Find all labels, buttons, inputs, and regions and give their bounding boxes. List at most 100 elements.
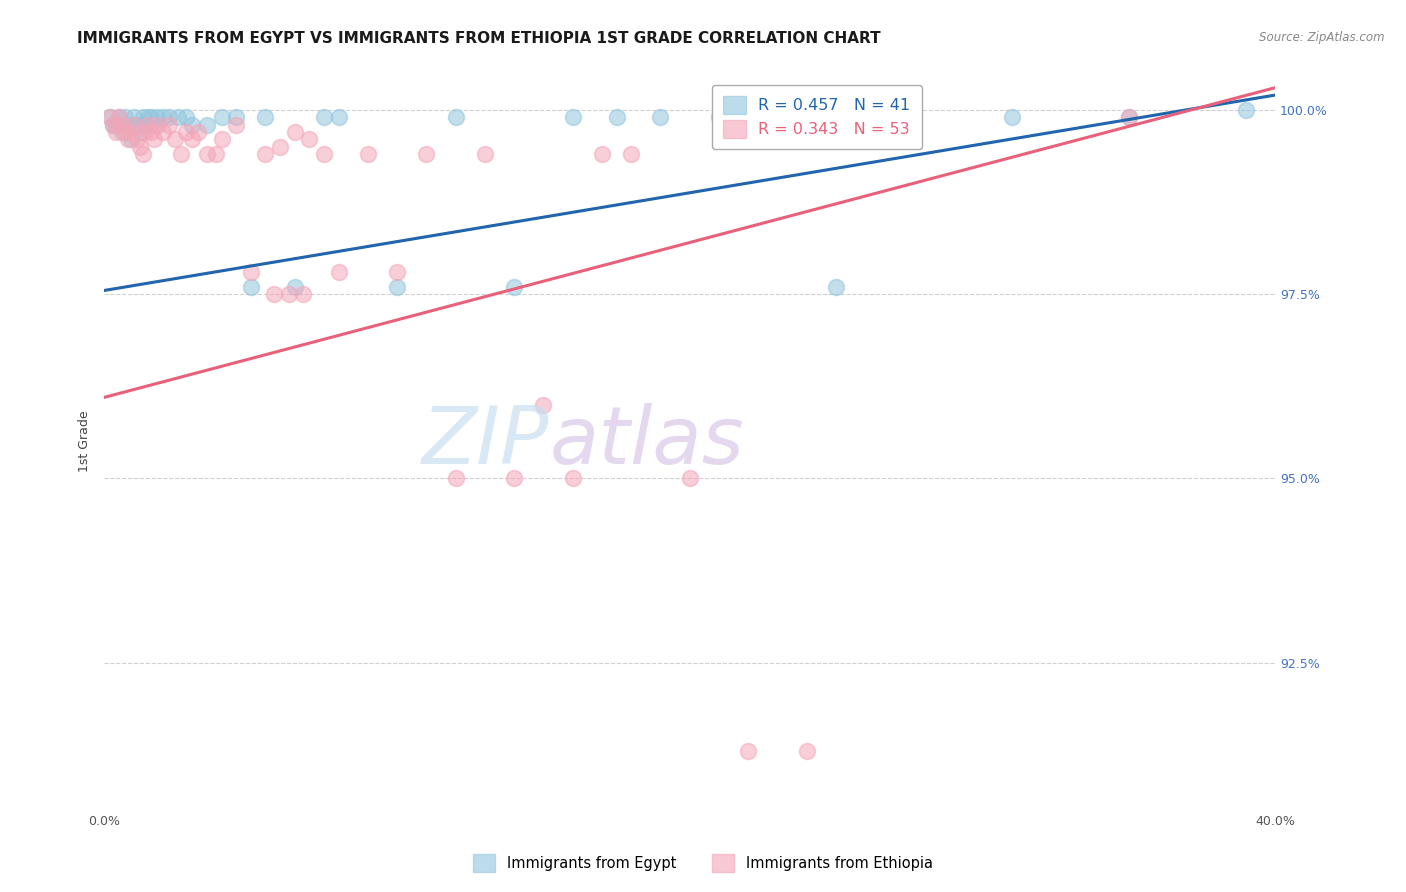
Point — [181, 132, 204, 146]
Legend: R = 0.457   N = 41, R = 0.343   N = 53: R = 0.457 N = 41, R = 0.343 N = 53 — [711, 85, 922, 150]
Point — [105, 125, 128, 139]
Point — [606, 110, 628, 124]
Point — [120, 132, 142, 146]
Point — [225, 110, 247, 124]
Point — [108, 110, 131, 124]
Point — [131, 147, 153, 161]
Point — [125, 132, 148, 146]
Text: ZIP: ZIP — [422, 402, 550, 481]
Point — [385, 265, 408, 279]
Point — [1001, 110, 1024, 124]
Point — [169, 147, 191, 161]
Point — [195, 147, 218, 161]
Point — [1234, 103, 1257, 117]
Point — [122, 118, 145, 132]
Point — [591, 147, 613, 161]
Point — [98, 110, 121, 124]
Point — [141, 125, 163, 139]
Point — [263, 287, 285, 301]
Point — [444, 471, 467, 485]
Point — [143, 132, 166, 146]
Point — [1118, 110, 1140, 124]
Text: atlas: atlas — [550, 402, 744, 481]
Point — [117, 118, 139, 132]
Point — [125, 118, 148, 132]
Point — [122, 110, 145, 124]
Point — [146, 118, 169, 132]
Point — [103, 118, 125, 132]
Point — [114, 110, 136, 124]
Point — [108, 110, 131, 124]
Point — [239, 265, 262, 279]
Point — [385, 279, 408, 293]
Point — [103, 118, 125, 132]
Point — [620, 147, 643, 161]
Point — [143, 118, 166, 132]
Point — [176, 110, 198, 124]
Point — [134, 118, 156, 132]
Point — [105, 118, 128, 132]
Point — [138, 118, 160, 132]
Point — [254, 110, 277, 124]
Point — [111, 118, 134, 132]
Point — [825, 279, 848, 293]
Point — [141, 110, 163, 124]
Legend: Immigrants from Egypt, Immigrants from Ethiopia: Immigrants from Egypt, Immigrants from E… — [467, 848, 939, 878]
Point — [312, 110, 335, 124]
Point — [707, 110, 730, 124]
Point — [128, 125, 150, 139]
Point — [225, 118, 247, 132]
Point — [796, 744, 818, 758]
Point — [239, 279, 262, 293]
Point — [312, 147, 335, 161]
Point — [328, 110, 350, 124]
Point — [120, 125, 142, 139]
Point — [474, 147, 496, 161]
Point — [111, 125, 134, 139]
Point — [415, 147, 437, 161]
Text: Source: ZipAtlas.com: Source: ZipAtlas.com — [1260, 31, 1385, 45]
Point — [181, 118, 204, 132]
Point — [176, 125, 198, 139]
Point — [211, 110, 233, 124]
Point — [98, 110, 121, 124]
Point — [561, 471, 583, 485]
Point — [152, 125, 174, 139]
Point — [254, 147, 277, 161]
Point — [679, 471, 702, 485]
Point — [166, 110, 188, 124]
Y-axis label: 1st Grade: 1st Grade — [79, 410, 91, 473]
Point — [146, 110, 169, 124]
Point — [138, 110, 160, 124]
Point — [204, 147, 226, 161]
Point — [134, 125, 156, 139]
Point — [211, 132, 233, 146]
Point — [444, 110, 467, 124]
Point — [157, 118, 180, 132]
Point — [157, 110, 180, 124]
Point — [357, 147, 380, 161]
Point — [163, 132, 186, 146]
Point — [298, 132, 321, 146]
Point — [284, 125, 307, 139]
Point — [195, 118, 218, 132]
Point — [152, 110, 174, 124]
Point — [503, 279, 526, 293]
Point — [277, 287, 299, 301]
Point — [561, 110, 583, 124]
Point — [187, 125, 209, 139]
Point — [531, 398, 554, 412]
Point — [1118, 110, 1140, 124]
Point — [650, 110, 672, 124]
Point — [284, 279, 307, 293]
Point — [328, 265, 350, 279]
Point — [269, 139, 291, 153]
Point — [128, 139, 150, 153]
Point — [503, 471, 526, 485]
Point — [117, 132, 139, 146]
Text: IMMIGRANTS FROM EGYPT VS IMMIGRANTS FROM ETHIOPIA 1ST GRADE CORRELATION CHART: IMMIGRANTS FROM EGYPT VS IMMIGRANTS FROM… — [77, 31, 882, 46]
Point — [131, 110, 153, 124]
Point — [737, 744, 759, 758]
Point — [292, 287, 315, 301]
Point — [114, 125, 136, 139]
